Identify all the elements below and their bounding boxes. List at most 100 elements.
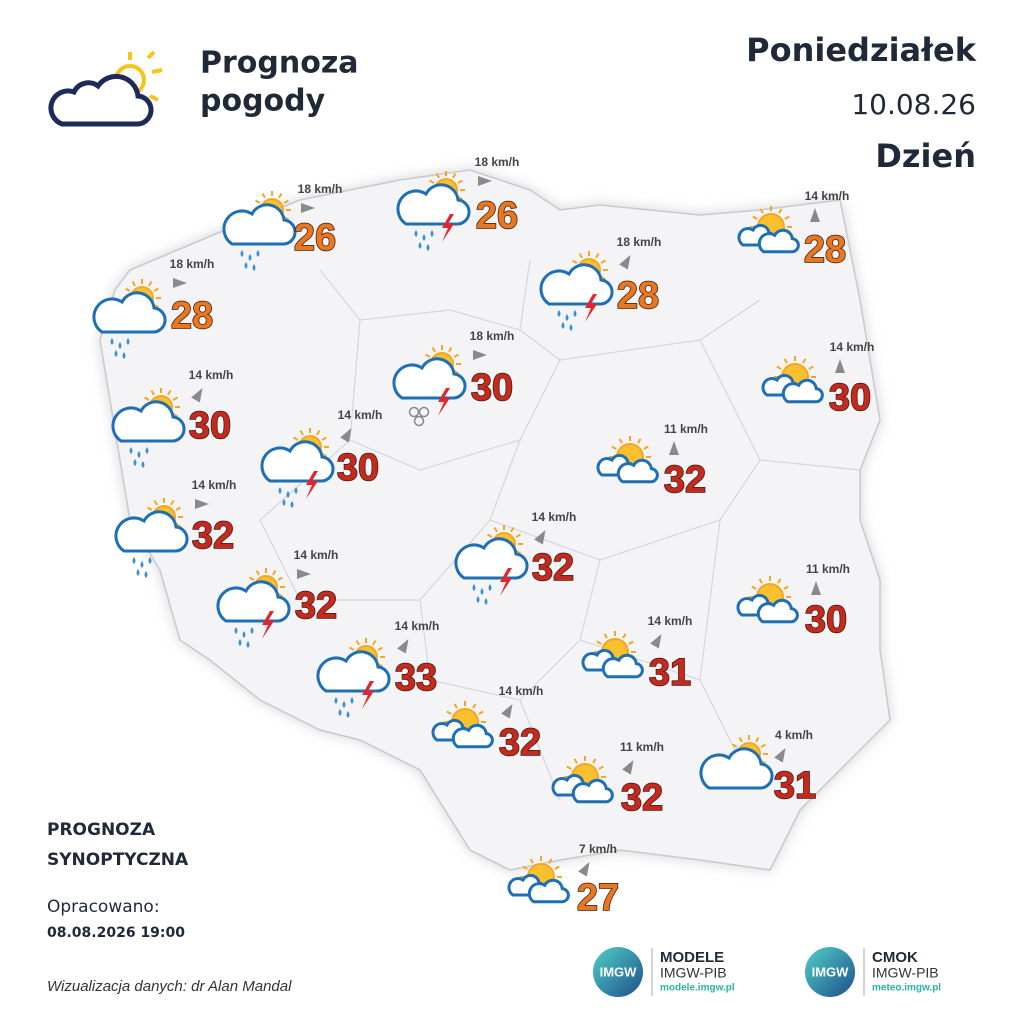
rain-drop [248,254,252,261]
rain-drop [346,711,350,718]
wind-arrow [774,747,786,763]
sun-ray [255,199,261,204]
temperature: 33 [395,657,437,699]
cloud [781,378,824,404]
rain-drop [137,451,141,458]
logo-org: IMGW-PIB [872,965,939,981]
wind-arrow [669,441,679,455]
rain-drop [252,264,256,271]
rain-drop [565,314,569,321]
rain-drop [476,596,480,603]
lightning [585,294,597,322]
rain-drop [290,501,294,508]
sun-ray [249,576,255,581]
wind-speed: 14 km/h [499,684,544,698]
logo-name: MODELE [660,949,724,966]
weather-icon [392,345,467,427]
wind-speed: 14 km/h [294,548,339,562]
wind-arrow [622,759,634,775]
sun-ray [755,737,760,743]
wind-speed: 11 km/h [620,740,664,754]
wind-arrow [173,278,187,288]
wind-arrow [397,638,409,654]
map [99,169,891,871]
sun-ray [760,743,766,748]
rain-drop [136,569,140,576]
rain-drop [234,627,238,634]
wind-speed: 14 km/h [189,368,234,382]
wind-arrow [578,861,590,877]
rain-drop [145,447,149,454]
temperature: 30 [337,447,379,489]
weather-icon [507,856,570,904]
sun-ray [435,173,440,179]
cloud [527,878,570,904]
sun-ray [125,287,131,292]
sun-ray [487,533,493,538]
wind-arrow [650,633,662,649]
sun-ray [611,445,617,450]
lightning [442,214,454,242]
temperature: 26 [294,217,336,259]
wind-speed: 4 km/h [775,728,813,742]
temperature: 28 [171,295,213,337]
wind-speed: 14 km/h [395,619,440,633]
temperature: 32 [621,777,663,819]
weather-icon [111,388,186,468]
rain-drop [430,230,434,237]
temperature: 32 [499,722,541,764]
sun-ray [431,347,436,353]
region-borders [259,259,861,801]
lightning [362,681,374,709]
rain-drop [488,584,492,591]
cloud [111,400,186,443]
period: Dzień [875,137,976,175]
wind-arrow [534,529,546,545]
logo-mark-text: IMGW [812,964,850,979]
rain-drop [256,250,260,257]
prepared: Opracowano: [47,897,160,917]
sun-ray [172,396,178,401]
sun-ray [147,506,153,511]
sun-ray [131,281,136,287]
sun-ray [618,438,623,444]
cloud [571,778,614,804]
sun-ray [153,500,158,506]
sun-ray [598,765,604,770]
rain-drop [350,697,354,704]
lightning [438,388,450,416]
sun-ray [175,506,181,511]
sun-ray [622,633,627,639]
hail [408,406,420,418]
rain-drop [141,461,145,468]
rain-drop [110,338,114,345]
sun-ray [595,253,600,259]
wind-speed: 14 km/h [338,408,383,422]
sun-ray [377,646,383,651]
rain-drop [418,242,422,249]
wind-speed: 11 km/h [806,562,850,576]
rain-drop [133,459,137,466]
temperature: 32 [192,515,234,557]
sun-ray [448,347,453,353]
rain-drop [573,310,577,317]
rain-drop [414,230,418,237]
sun-ray [522,865,528,870]
cloud [756,598,799,624]
stations: 18 km/h 26 18 km/h 26 14 km/h 28 18 km/h 28 18 k… [92,155,874,920]
sun-ray [299,430,304,436]
temperature: 30 [829,377,871,419]
sun-ray [600,259,606,264]
date: 10.08.26 [851,88,976,121]
sun-ray [758,578,763,584]
sun-ray [596,640,602,645]
wind-arrow [301,203,315,213]
rain-drop [569,324,573,331]
logo-mark [805,947,855,997]
sun-ray [446,710,452,715]
cloud [451,723,494,749]
sun-ray [261,193,266,199]
wind-arrow [478,176,492,186]
rain-drop [238,639,242,646]
